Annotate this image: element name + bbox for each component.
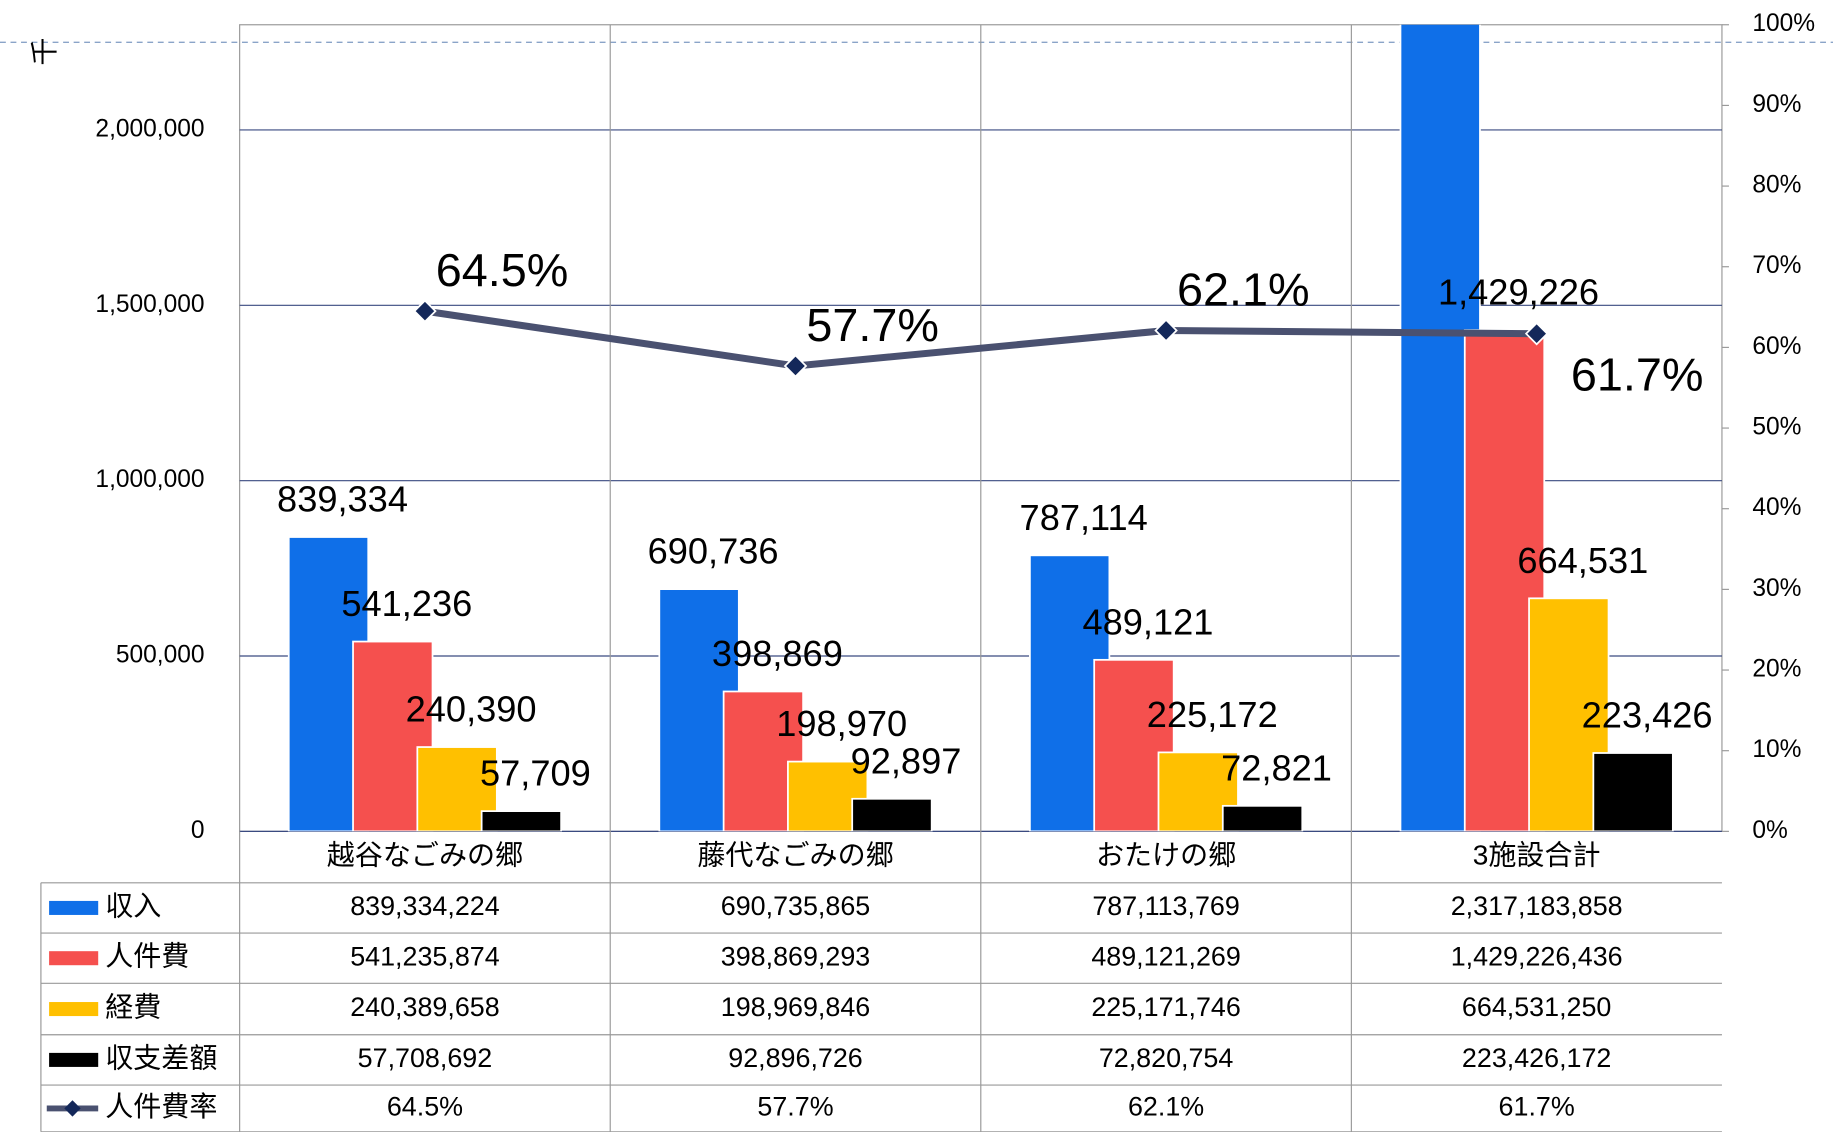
y-unit: 千 <box>29 38 60 66</box>
table-cell: 61.7% <box>1499 1092 1575 1122</box>
y2-tick-label: 70% <box>1752 252 1801 279</box>
x-tick-label: 3施設合計 <box>1473 839 1601 870</box>
table-cell: 198,969,846 <box>721 992 870 1022</box>
table-cell: 225,171,746 <box>1091 992 1240 1022</box>
value-label: 1,429,226 <box>1438 272 1599 313</box>
legend-label: 人件費率 <box>105 1091 217 1122</box>
y-tick-label: 1,000,000 <box>95 466 204 493</box>
value-label: 240,390 <box>406 689 537 730</box>
rate-marker <box>413 299 437 323</box>
table-cell: 541,235,874 <box>350 941 500 971</box>
rate-label: 62.1% <box>1177 263 1310 315</box>
rate-marker <box>1524 321 1549 346</box>
value-label: 92,897 <box>851 740 962 781</box>
value-label: 72,821 <box>1221 747 1332 788</box>
rate-label: 61.7% <box>1571 348 1704 400</box>
value-label: 223,426 <box>1582 695 1713 736</box>
legend-icon <box>49 1002 99 1017</box>
value-label: 690,736 <box>648 531 779 572</box>
legend-icon <box>64 1100 81 1117</box>
value-label: 198,970 <box>776 703 907 744</box>
table-cell: 64.5% <box>387 1092 463 1122</box>
table-cell: 72,820,754 <box>1099 1043 1234 1073</box>
rate-marker <box>783 354 808 378</box>
value-label: 225,172 <box>1147 694 1278 735</box>
rate-line <box>424 307 1537 370</box>
bars <box>287 24 1674 832</box>
table-cell: 57,708,692 <box>358 1043 493 1073</box>
table-cell: 398,869,293 <box>721 941 870 971</box>
table-cell: 664,531,250 <box>1462 992 1611 1022</box>
table-cell: 62.1% <box>1128 1092 1204 1122</box>
value-label: 489,121 <box>1083 601 1214 642</box>
table-cell: 2,317,183,858 <box>1451 891 1623 921</box>
legend-icon <box>49 951 99 966</box>
legend-label: 収支差額 <box>105 1042 217 1073</box>
bar <box>1221 804 1304 832</box>
x-tick-label: 越谷なごみの郷 <box>327 839 523 870</box>
x-tick-label: おたけの郷 <box>1096 839 1236 870</box>
legend-label: 経費 <box>105 991 161 1022</box>
y-tick-label: 500,000 <box>116 641 205 668</box>
x-tick-label: 藤代なごみの郷 <box>697 839 893 870</box>
value-label: 398,869 <box>712 633 843 674</box>
table-cell: 240,389,658 <box>350 992 499 1022</box>
rate-marker <box>1154 318 1178 343</box>
y2-tick-label: 100% <box>1752 10 1815 37</box>
table-cell: 489,121,269 <box>1091 941 1240 971</box>
rate-label: 64.5% <box>436 244 569 296</box>
legend-label: 収入 <box>105 890 161 921</box>
y-tick-label: 1,500,000 <box>95 291 204 318</box>
y2-tick-label: 10% <box>1752 736 1801 763</box>
table-cell: 787,113,769 <box>1092 891 1239 921</box>
legend-icon <box>49 1052 99 1067</box>
bar <box>480 810 562 832</box>
table-cell: 1,429,226,436 <box>1451 941 1623 971</box>
y2-tick-label: 60% <box>1752 333 1801 360</box>
bar <box>1592 752 1674 832</box>
y2-tick-label: 40% <box>1752 494 1801 521</box>
value-label: 664,531 <box>1517 540 1648 581</box>
legend-label: 人件費 <box>105 941 189 972</box>
y2-tick-label: 50% <box>1752 414 1801 441</box>
y2-tick-label: 90% <box>1752 91 1801 118</box>
legend-icon <box>49 900 99 915</box>
value-label: 541,236 <box>341 583 472 624</box>
rate-label: 57.7% <box>806 299 939 351</box>
y2-tick-label: 30% <box>1752 575 1801 602</box>
value-label: 839,334 <box>277 479 408 520</box>
table-cell: 57.7% <box>757 1092 833 1122</box>
y-tick-label: 2,000,000 <box>95 115 204 142</box>
table-cell: 92,896,726 <box>728 1043 863 1073</box>
bar <box>851 797 933 832</box>
y2-tick-label: 20% <box>1752 656 1801 683</box>
y2-tick-label: 0% <box>1752 817 1787 844</box>
value-label: 57,709 <box>480 753 591 794</box>
table-cell: 690,735,865 <box>721 891 870 921</box>
y2-tick-label: 80% <box>1752 172 1801 199</box>
bar <box>787 760 869 832</box>
table-cell: 223,426,172 <box>1462 1043 1611 1073</box>
value-label: 787,114 <box>1020 497 1148 538</box>
y-tick-label: 0 <box>191 817 205 844</box>
table-cell: 839,334,224 <box>350 891 500 921</box>
